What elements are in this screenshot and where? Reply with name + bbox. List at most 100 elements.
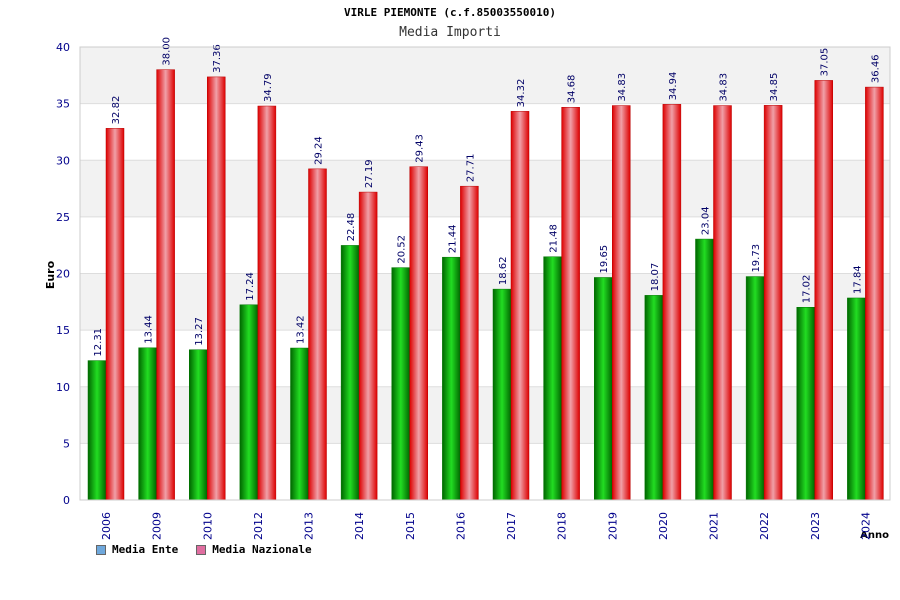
bar-nazionale-2018 xyxy=(561,106,580,501)
data-label: 18.07 xyxy=(650,263,661,292)
legend-item-nazionale: Media Nazionale xyxy=(196,543,312,556)
bar-ente-2016 xyxy=(442,256,461,501)
data-label: 17.02 xyxy=(802,275,813,304)
data-label: 13.27 xyxy=(194,317,205,346)
bar-nazionale-2013 xyxy=(308,168,327,501)
bar-nazionale-2020 xyxy=(662,104,682,501)
data-label: 12.31 xyxy=(93,328,104,357)
bar-ente-2014 xyxy=(340,245,360,501)
y-tick-label: 40 xyxy=(56,41,70,54)
x-tick-label: 2022 xyxy=(758,512,771,540)
data-label: 22.48 xyxy=(346,213,357,242)
data-label: 23.04 xyxy=(701,206,712,235)
x-tick-label: 2013 xyxy=(303,512,316,540)
bar-ente-2015 xyxy=(391,267,410,501)
x-tick-label: 2009 xyxy=(151,512,164,540)
data-label: 37.36 xyxy=(212,44,223,73)
x-tick-label: 2006 xyxy=(100,512,113,540)
data-label: 19.73 xyxy=(751,244,762,273)
legend: Media Ente Media Nazionale xyxy=(96,543,312,556)
data-label: 29.24 xyxy=(314,136,325,165)
x-tick-label: 2024 xyxy=(859,512,872,540)
data-label: 27.71 xyxy=(465,154,476,183)
data-label: 13.42 xyxy=(296,315,307,344)
data-label: 13.44 xyxy=(144,315,155,344)
legend-swatch-ente xyxy=(96,544,106,555)
data-label: 29.43 xyxy=(415,134,426,163)
x-tick-label: 2015 xyxy=(404,512,417,540)
x-tick-label: 2017 xyxy=(505,512,518,540)
x-tick-label: 2023 xyxy=(809,512,822,540)
data-label: 34.68 xyxy=(567,75,578,104)
y-axis-label: Euro xyxy=(44,260,57,289)
x-tick-label: 2019 xyxy=(606,512,619,540)
x-tick-label: 2012 xyxy=(252,512,265,540)
bar-nazionale-2021 xyxy=(713,105,732,501)
x-axis-label: Anno xyxy=(860,530,889,541)
data-label: 34.83 xyxy=(719,73,730,102)
data-label: 20.52 xyxy=(397,235,408,264)
bar-nazionale-2006 xyxy=(105,128,125,501)
data-label: 21.44 xyxy=(447,225,458,254)
bar-ente-2022 xyxy=(745,276,765,501)
data-label: 17.24 xyxy=(245,272,256,301)
y-tick-label: 30 xyxy=(56,154,70,167)
x-tick-label: 2016 xyxy=(454,512,467,540)
x-tick-label: 2018 xyxy=(556,512,569,540)
x-tick-label: 2010 xyxy=(201,512,214,540)
bar-nazionale-2024 xyxy=(865,86,884,501)
legend-swatch-nazionale xyxy=(196,544,207,555)
bar-ente-2017 xyxy=(492,288,512,501)
data-label: 38.00 xyxy=(162,37,173,66)
data-label: 27.19 xyxy=(364,159,375,188)
y-tick-label: 0 xyxy=(63,494,70,507)
y-tick-label: 25 xyxy=(56,211,70,224)
legend-item-ente: Media Ente xyxy=(96,543,178,556)
y-tick-label: 15 xyxy=(56,324,70,337)
data-label: 18.62 xyxy=(498,256,509,285)
bar-nazionale-2023 xyxy=(814,80,833,501)
bar-ente-2012 xyxy=(239,304,259,501)
data-label: 21.48 xyxy=(549,224,560,253)
data-label: 34.83 xyxy=(617,73,628,102)
y-tick-label: 20 xyxy=(56,268,70,281)
data-label: 34.32 xyxy=(516,79,527,108)
bar-ente-2006 xyxy=(87,360,107,501)
data-label: 32.82 xyxy=(111,96,122,125)
data-label: 34.85 xyxy=(769,73,780,102)
y-tick-label: 5 xyxy=(63,437,70,450)
bar-nazionale-2014 xyxy=(358,191,378,501)
data-label: 17.84 xyxy=(852,265,863,294)
bar-ente-2009 xyxy=(138,347,157,501)
data-label: 34.79 xyxy=(263,73,274,102)
bar-ente-2021 xyxy=(695,238,714,501)
legend-label-ente: Media Ente xyxy=(112,543,179,556)
bar-ente-2023 xyxy=(796,306,815,501)
bar-ente-2013 xyxy=(290,347,309,501)
x-tick-label: 2020 xyxy=(657,512,670,540)
legend-label-nazionale: Media Nazionale xyxy=(212,543,312,556)
bar-ente-2024 xyxy=(847,297,866,501)
bar-nazionale-2019 xyxy=(612,105,631,501)
bar-nazionale-2022 xyxy=(763,105,783,501)
bar-ente-2020 xyxy=(644,295,664,501)
chart-subtitle: Media Importi xyxy=(399,25,501,40)
data-label: 37.05 xyxy=(820,48,831,77)
bar-ente-2018 xyxy=(543,256,562,501)
bar-ente-2010 xyxy=(189,349,208,501)
data-label: 34.94 xyxy=(668,72,679,101)
x-tick-label: 2014 xyxy=(353,512,366,540)
data-label: 19.65 xyxy=(599,245,610,274)
x-tick-label: 2021 xyxy=(708,512,721,540)
bar-nazionale-2016 xyxy=(460,185,479,501)
bar-nazionale-2015 xyxy=(409,166,428,501)
plot-frame xyxy=(79,46,891,501)
bar-nazionale-2017 xyxy=(510,111,530,501)
y-tick-label: 10 xyxy=(56,381,70,394)
bar-ente-2019 xyxy=(594,277,613,501)
bar-nazionale-2009 xyxy=(156,69,175,501)
chart-title: VIRLE PIEMONTE (c.f.85003550010) xyxy=(344,6,556,19)
bar-nazionale-2010 xyxy=(207,76,226,501)
data-label: 36.46 xyxy=(870,54,881,83)
